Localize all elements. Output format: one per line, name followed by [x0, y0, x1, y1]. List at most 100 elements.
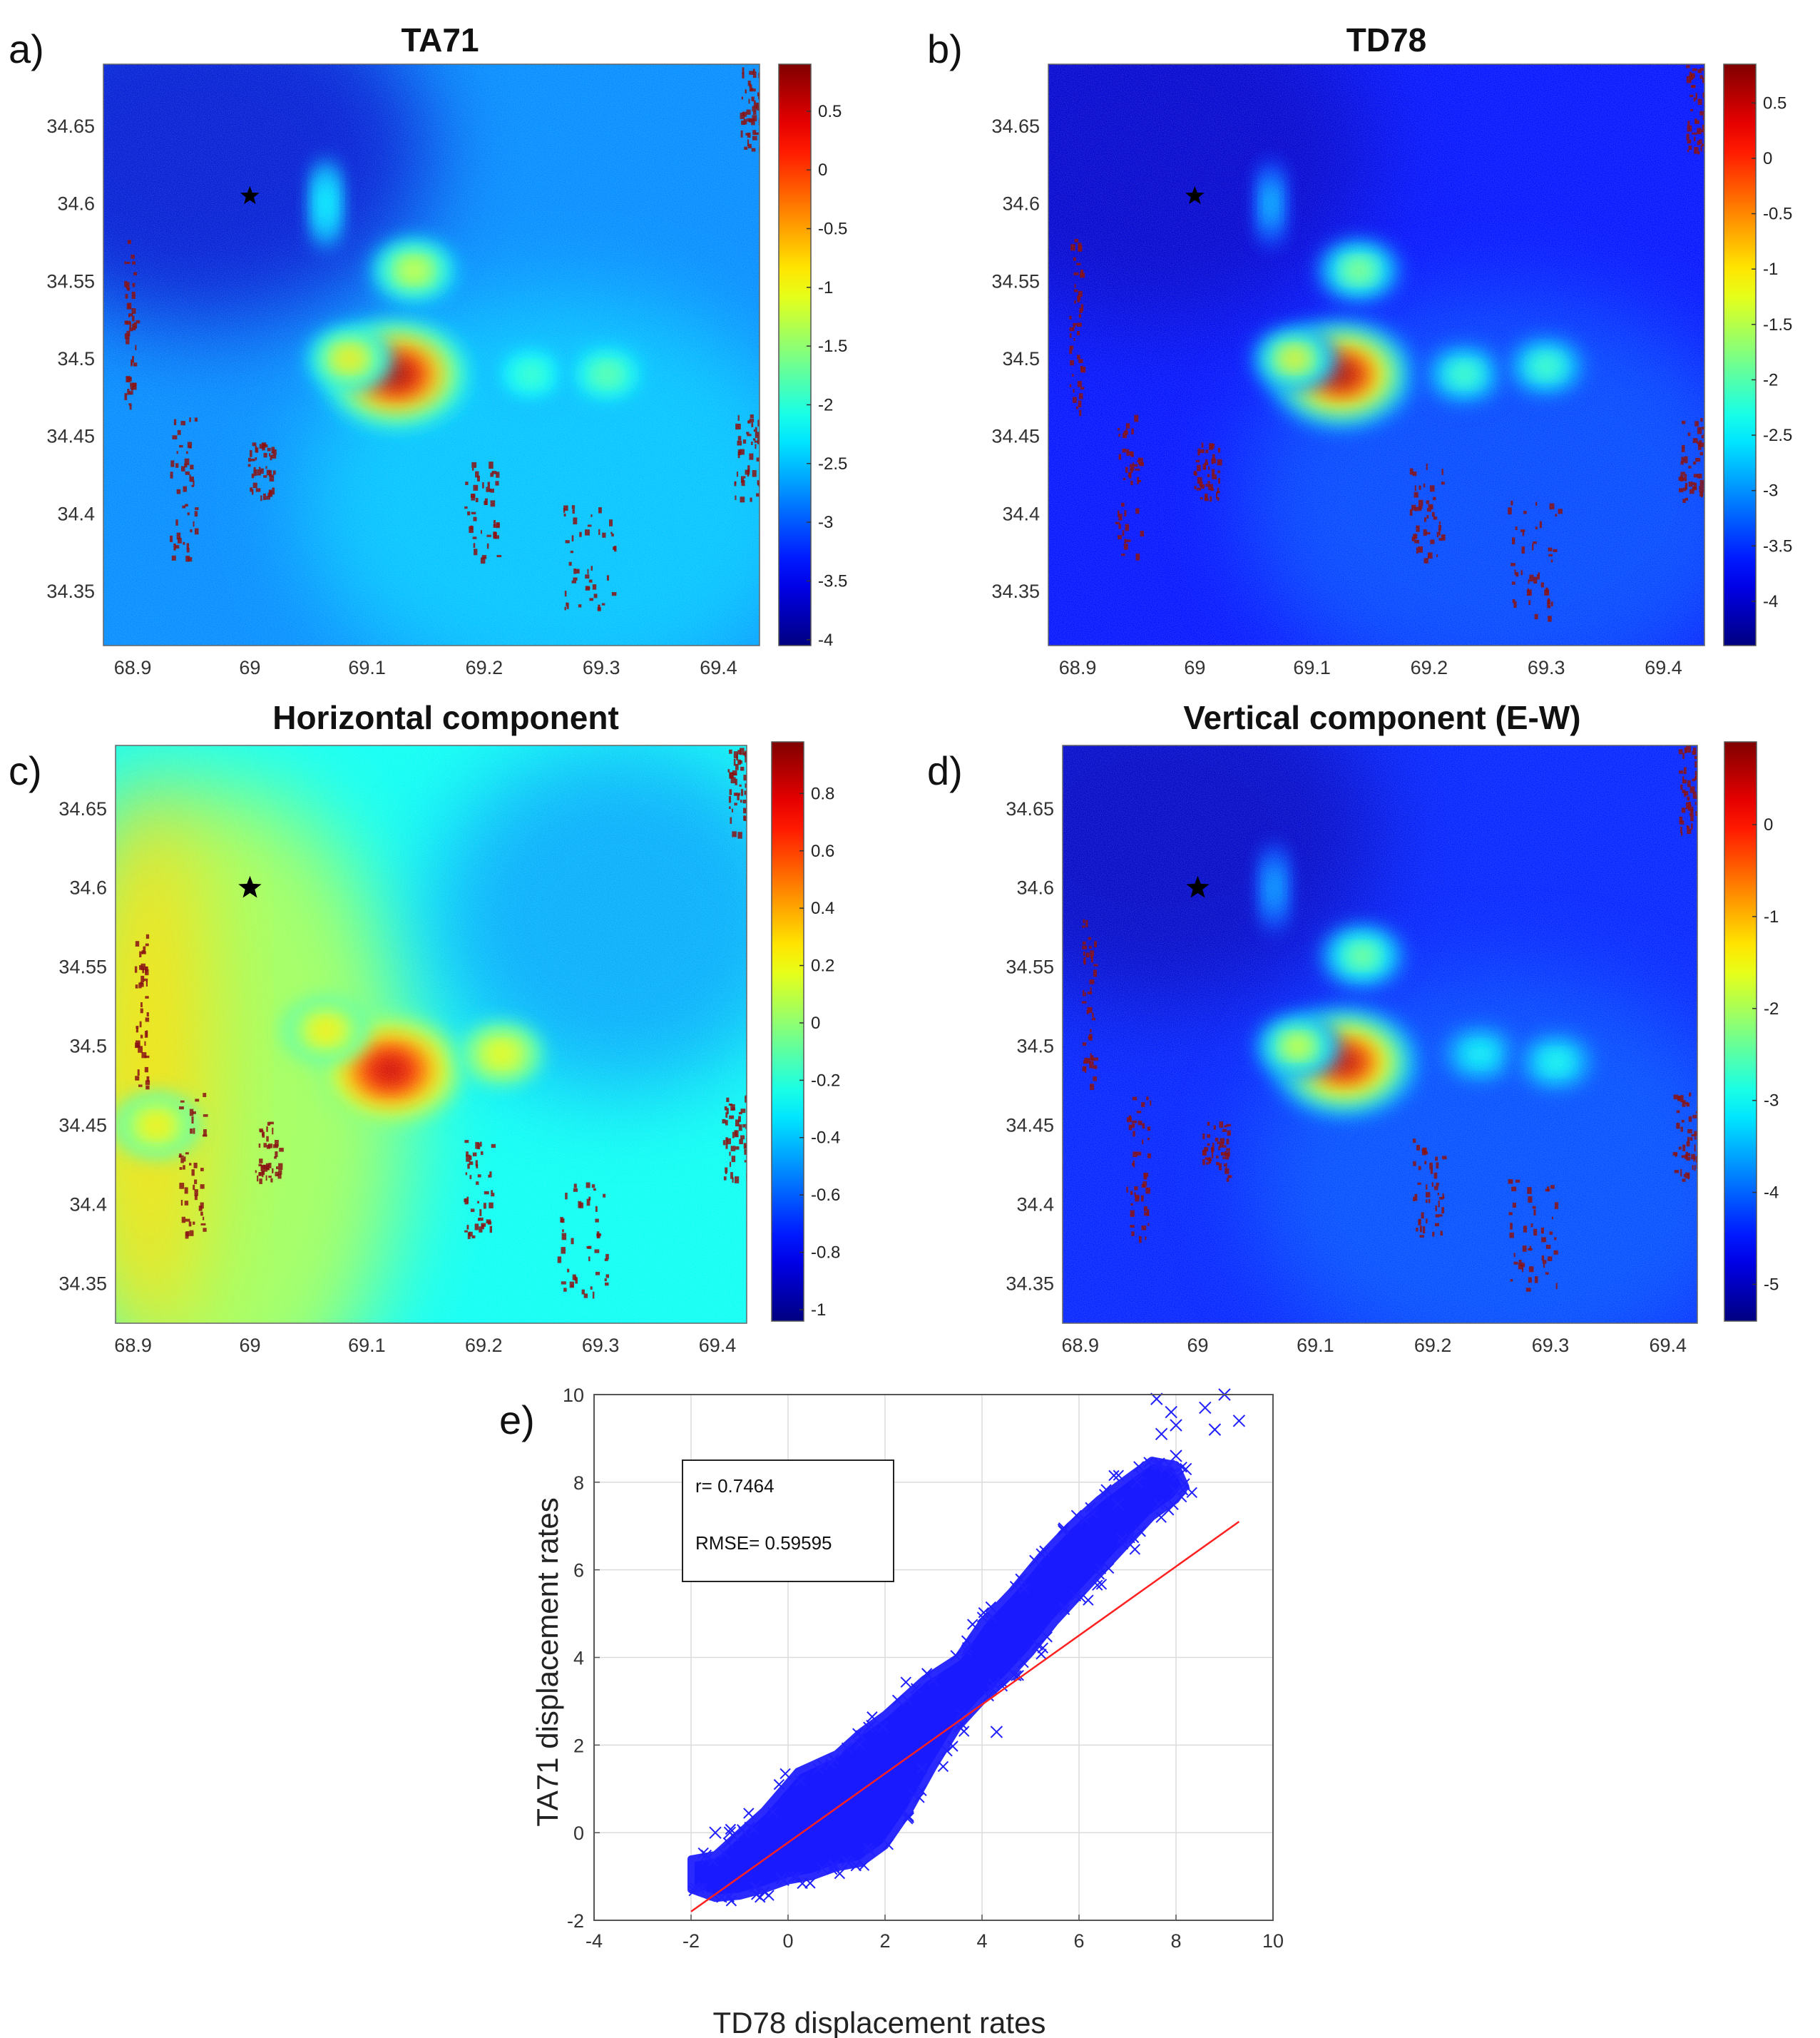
scatter-fringe-point: [1117, 1539, 1129, 1550]
map-field: [103, 64, 760, 646]
scatter-fringe-point: [937, 1761, 949, 1773]
x-tick-label: 68.9: [1059, 657, 1097, 678]
y-tick-label: 34.5: [1002, 348, 1040, 370]
scatter-fringe-point: [916, 1763, 928, 1774]
x-tick-label: 69.4: [1645, 657, 1682, 678]
scatter-fringe-point: [1143, 1457, 1155, 1468]
star-marker-icon: [240, 185, 260, 205]
map-frame: [1048, 63, 1705, 646]
scatter-fringe-point: [1095, 1579, 1108, 1590]
scatter-fringe-point: [852, 1728, 864, 1739]
panel-letter-e: e): [499, 1397, 535, 1442]
colorbar-tick-label: -3: [818, 513, 833, 532]
scatter-fringe-point: [725, 1895, 737, 1907]
scatter-point: [1130, 1476, 1144, 1489]
map-field: [1063, 745, 1697, 1323]
scatter-fringe-point: [1013, 1669, 1024, 1681]
x-axis-label: TD78 displacement rates: [713, 2006, 1046, 2038]
scatter-fringe-point: [1128, 1532, 1140, 1544]
scatter-fringe-point: [941, 1746, 953, 1757]
colorbar-tick-label: -1: [1764, 907, 1779, 927]
scatter-fringe-point: [983, 1690, 994, 1702]
y-tick-label: 34.55: [46, 270, 95, 292]
colorbar-bar: [778, 63, 812, 646]
star-marker-icon: [1185, 185, 1205, 205]
map-frame: [103, 63, 760, 646]
scatter-fringe-point: [797, 1877, 808, 1890]
colorbar-tick-label: -4: [818, 631, 833, 650]
colorbar-bar: [1724, 741, 1757, 1322]
stats-legend-box: [682, 1459, 894, 1582]
scatter-fringe-point: [854, 1738, 866, 1750]
y-tick-label: 34.45: [46, 426, 95, 447]
y-tick-label: 34.4: [57, 503, 95, 524]
panel-letter-d: d): [927, 748, 963, 793]
colorbar-tick-label: 0: [818, 161, 827, 180]
scatter-fringe-point: [901, 1694, 913, 1706]
scatter-fringe-point: [864, 1845, 876, 1856]
scatter-point: [1155, 1427, 1168, 1440]
scatter-fringe-point: [950, 1650, 961, 1661]
map-a: 68.9 69 69.1 69.2 69.3 69.4 34.65 34.6 34.55 34.5…: [46, 63, 760, 678]
scatter-fringe-point: [996, 1680, 1008, 1692]
y-tick-label: 34.35: [46, 581, 95, 602]
x-tick-label: 2: [879, 1930, 890, 1952]
y-tick-label: 34.45: [991, 426, 1040, 447]
scatter-fringe-point: [841, 1742, 853, 1753]
y-tick-label: 6: [573, 1560, 584, 1581]
colorbar-tick-label: 0: [1763, 149, 1772, 168]
star-marker-icon: [1186, 875, 1210, 898]
x-tick-label: 69.3: [1528, 657, 1565, 678]
y-tick-label: 34.65: [46, 116, 95, 137]
scatter-fringe-point: [707, 1855, 719, 1867]
scatter-fringe-point: [863, 1721, 874, 1733]
scatter-fringe-point: [1058, 1604, 1070, 1616]
panel-title-b: TD78: [1346, 21, 1426, 58]
fit-line: [690, 1521, 1240, 1912]
scatter-point: [738, 1826, 751, 1839]
x-tick-label: 69: [1187, 1335, 1209, 1356]
scatter-fringe-point: [779, 1768, 791, 1780]
colorbar-tick-label: 0.5: [818, 102, 842, 121]
map-frame: [115, 745, 747, 1324]
scatter-fringe-point: [910, 1683, 922, 1694]
colorbar-tick-label: -2.5: [1763, 426, 1792, 445]
scatter-fringe-point: [788, 1871, 799, 1882]
y-tick-label: 4: [573, 1648, 584, 1669]
map-d: 68.9 69 69.1 69.2 69.3 69.4 34.65 34.6 34.55 34.5…: [1006, 745, 1698, 1356]
colorbar-tick-label: -1: [1763, 260, 1778, 279]
y-axis-label: TA71 displacement rates: [531, 1497, 564, 1826]
colorbar-tick-label: 0.4: [811, 899, 834, 918]
colorbar-tick-label: 0: [811, 1014, 820, 1033]
map-field: [1048, 64, 1704, 646]
scatter-fringe-point: [1079, 1514, 1090, 1526]
x-tick-label: 68.9: [114, 657, 152, 678]
x-tick-label: 69.3: [1532, 1335, 1570, 1356]
scatter-fringe-point: [866, 1711, 878, 1723]
speckle: [746, 750, 747, 755]
colorbar-tick-label: 0.5: [1763, 93, 1786, 113]
map-noise: [103, 64, 760, 646]
colorbar-tick-label: 0.6: [811, 842, 834, 861]
scatter-fringe-point: [882, 1839, 894, 1850]
scatter-fringe-point: [834, 1868, 846, 1880]
x-tick-label: 69: [239, 657, 260, 678]
map-noise: [1063, 745, 1697, 1323]
x-tick-label: 69.3: [583, 657, 620, 678]
panel-title-a: TA71: [401, 21, 479, 58]
scatter-fringe-point: [750, 1880, 762, 1892]
scatter-fringe-point: [862, 1842, 874, 1853]
y-tick-label: 34.6: [1016, 877, 1054, 899]
scatter-fringe-point: [1093, 1569, 1105, 1580]
scatter-point: [1199, 1401, 1212, 1415]
colorbar-tick-label: -2: [818, 395, 833, 414]
colorbar-tick-label: -3.5: [818, 571, 847, 591]
x-tick-label: 69.1: [348, 657, 386, 678]
colorbar-d: 0 -1 -2 -3 -4 -5: [1724, 741, 1779, 1322]
x-tick-label: 69.1: [1297, 1335, 1334, 1356]
scatter-point: [723, 1826, 737, 1839]
panel-a: a) TA71 68.9 69 69.1 69.2 69.3 69.4 34.65 34.6 3…: [9, 21, 847, 678]
scatter-fringe-point: [1179, 1478, 1190, 1489]
scatter-fringe-point: [916, 1785, 927, 1796]
